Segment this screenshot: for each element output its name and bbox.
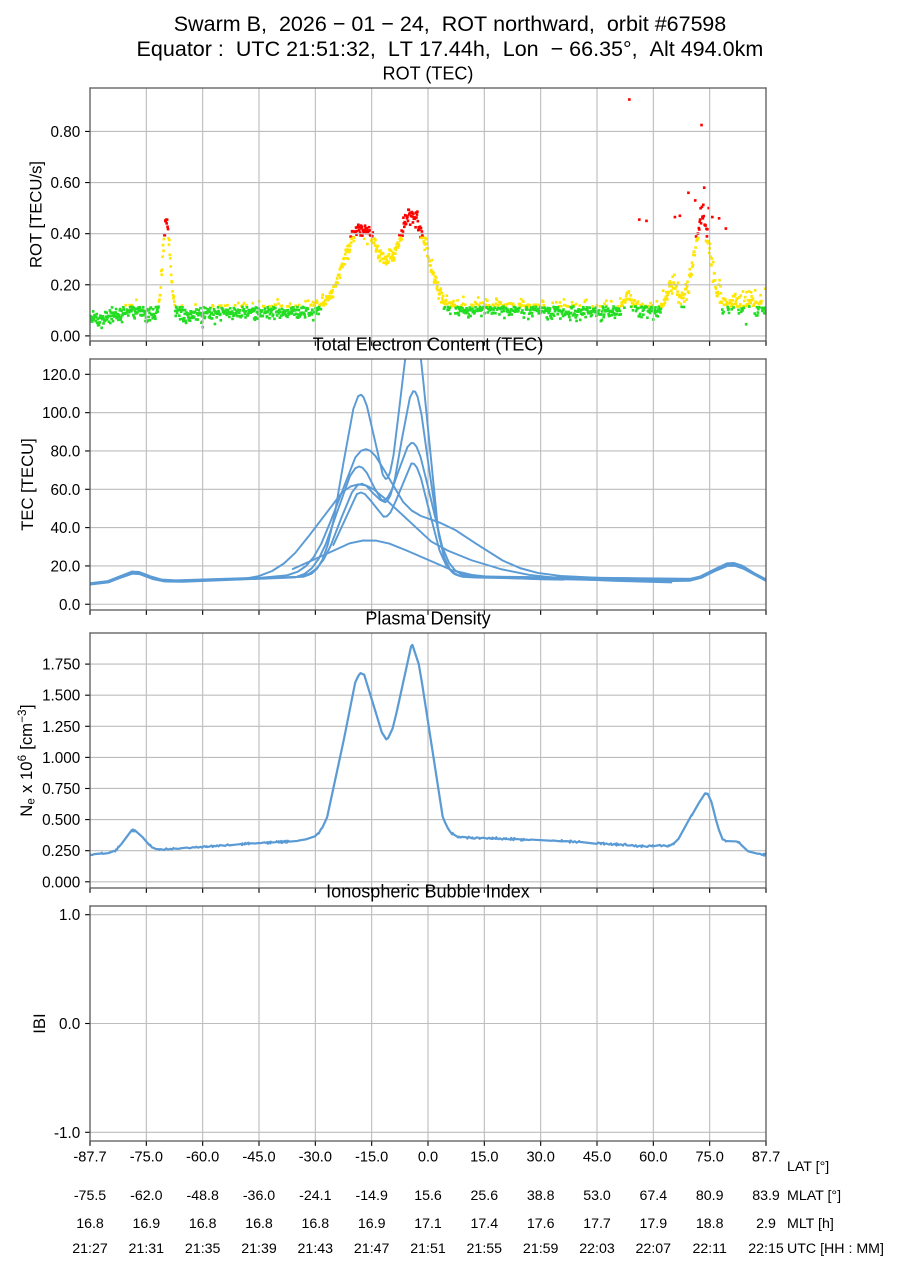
svg-text:0.00: 0.00 <box>51 328 81 345</box>
svg-text:0.0: 0.0 <box>59 597 80 614</box>
svg-text:1.0: 1.0 <box>59 907 80 924</box>
svg-text:45.0: 45.0 <box>583 1149 611 1165</box>
svg-text:0.20: 0.20 <box>51 277 81 294</box>
svg-text:E q u a t: E q u a t o r : U T C 2 1 : 5 1 : 3 2 , … <box>137 36 764 61</box>
svg-text:-87.7: -87.7 <box>73 1149 106 1165</box>
svg-text:0.40: 0.40 <box>51 226 81 243</box>
svg-text:0.60: 0.60 <box>51 175 81 192</box>
svg-text:Plasma Density: Plasma Density <box>365 609 490 629</box>
svg-text:60.0: 60.0 <box>639 1149 667 1165</box>
svg-text:-45.0: -45.0 <box>242 1149 275 1165</box>
svg-text:0.500: 0.500 <box>42 812 80 829</box>
svg-text:Ionospheric Bubble Index: Ionospheric Bubble Index <box>326 882 530 902</box>
svg-text:1.000: 1.000 <box>42 750 80 767</box>
svg-text:1.500: 1.500 <box>42 688 80 705</box>
svg-text:ROT [TECU/s]: ROT [TECU/s] <box>27 161 46 268</box>
svg-text:S w a r m: S w a r m B , 2 0 2 6 − 0 1 − 2 4 , R O <box>174 11 727 36</box>
svg-text:30.0: 30.0 <box>526 1149 554 1165</box>
svg-text:60.0: 60.0 <box>51 482 81 499</box>
svg-text:100.0: 100.0 <box>42 405 80 422</box>
svg-text:ROT (TEC): ROT (TEC) <box>383 64 474 84</box>
svg-text:1.250: 1.250 <box>42 719 80 736</box>
svg-text:TEC [TECU]: TEC [TECU] <box>18 438 37 531</box>
svg-text:80.0: 80.0 <box>51 444 81 461</box>
svg-text:-60.0: -60.0 <box>186 1149 219 1165</box>
svg-text:0.000: 0.000 <box>42 874 80 891</box>
svg-text:0.750: 0.750 <box>42 781 80 798</box>
svg-text:-30.0: -30.0 <box>299 1149 332 1165</box>
svg-text:-15.0: -15.0 <box>355 1149 388 1165</box>
svg-text:-75.0: -75.0 <box>130 1149 163 1165</box>
svg-text:40.0: 40.0 <box>51 520 81 537</box>
svg-text:120.0: 120.0 <box>42 367 80 384</box>
svg-text:1.750: 1.750 <box>42 657 80 674</box>
svg-text:Total Electron Content (TEC): Total Electron Content (TEC) <box>313 335 544 355</box>
svg-text:20.0: 20.0 <box>51 558 81 575</box>
svg-text:IBI: IBI <box>30 1013 49 1033</box>
svg-text:0.80: 0.80 <box>51 124 81 141</box>
svg-text:75.0: 75.0 <box>695 1149 723 1165</box>
svg-text:15.0: 15.0 <box>470 1149 498 1165</box>
svg-text:-1.0: -1.0 <box>54 1125 80 1142</box>
svg-text:0.250: 0.250 <box>42 843 80 860</box>
svg-text:87.7: 87.7 <box>752 1149 780 1165</box>
svg-text:0.0: 0.0 <box>59 1016 80 1033</box>
svg-text:0.0: 0.0 <box>418 1149 438 1165</box>
